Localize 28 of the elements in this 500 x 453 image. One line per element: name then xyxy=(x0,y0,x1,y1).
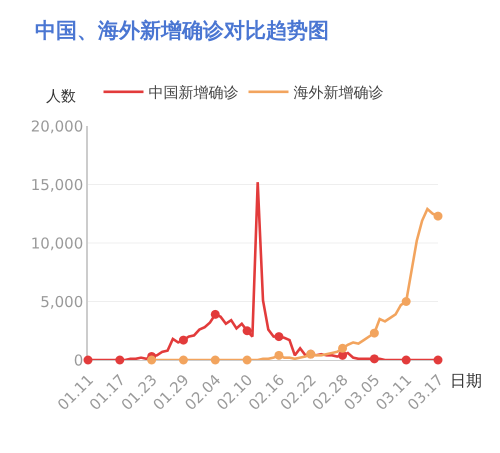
y-tick-label: 5,000 xyxy=(40,292,84,311)
point xyxy=(274,332,284,342)
y-tick-label: 0 xyxy=(74,351,84,370)
point xyxy=(84,356,92,364)
point xyxy=(434,212,442,221)
point xyxy=(210,310,220,319)
point xyxy=(242,326,252,336)
point xyxy=(147,356,156,364)
legend-label: 海外新增确诊 xyxy=(294,84,384,102)
x-axis-title: 日期 xyxy=(450,371,482,390)
point xyxy=(242,356,252,364)
point xyxy=(402,356,411,364)
y-tick-label: 10,000 xyxy=(30,234,84,252)
y-tick-label: 15,000 xyxy=(30,176,84,194)
legend-label: 中国新增确诊 xyxy=(148,84,238,102)
point xyxy=(210,356,220,364)
y-tick-label: 20,000 xyxy=(30,117,84,136)
point xyxy=(338,344,348,353)
point xyxy=(370,354,379,364)
point xyxy=(178,336,188,345)
point xyxy=(434,356,442,364)
point xyxy=(370,328,379,338)
point xyxy=(178,356,188,364)
point xyxy=(274,350,284,360)
chart-title: 中国、海外新增确诊对比趋势图 xyxy=(35,18,329,42)
point xyxy=(402,297,411,306)
y-axis-title: 人数 xyxy=(46,87,76,105)
point xyxy=(115,356,124,364)
